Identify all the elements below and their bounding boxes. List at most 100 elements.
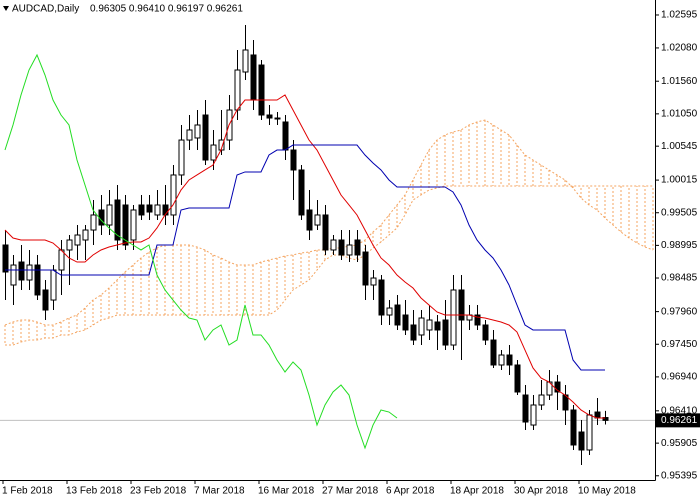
candle-body <box>522 394 529 423</box>
indicator-line <box>4 94 605 419</box>
candle-body <box>330 239 337 251</box>
candle-body <box>290 149 297 171</box>
candle-body <box>426 319 433 331</box>
y-tick-label: 1.02595 <box>661 10 698 21</box>
y-tick-label: 0.99505 <box>661 207 698 218</box>
x-tick-label: 13 Feb 2018 <box>66 486 123 497</box>
candle-body <box>242 49 249 73</box>
candle-body <box>18 261 25 281</box>
candle-body <box>42 289 49 311</box>
candle-body <box>434 321 441 331</box>
y-tick-label: 0.95905 <box>661 438 698 449</box>
candle-body <box>586 414 593 451</box>
candle-body <box>50 269 57 301</box>
candle-body <box>506 354 513 366</box>
candle-body <box>146 204 153 213</box>
candle-body <box>250 54 257 101</box>
x-tick-label: 30 Apr 2018 <box>514 486 568 497</box>
last-price-label: 0.96261 <box>661 415 698 426</box>
last-price-box <box>656 413 700 428</box>
x-tick-label: 10 May 2018 <box>578 486 636 497</box>
candle-body <box>82 229 89 241</box>
candle-body <box>322 214 329 251</box>
candle-body <box>458 289 465 321</box>
indicator-line <box>4 53 398 450</box>
candle-body <box>130 209 137 241</box>
candle-body <box>274 117 281 120</box>
candle-body <box>498 354 505 366</box>
candle-body <box>114 199 121 241</box>
candle-body <box>490 339 497 366</box>
candle-body <box>362 251 369 286</box>
y-tick-label: 1.00545 <box>661 141 698 152</box>
x-tick-label: 23 Feb 2018 <box>130 486 187 497</box>
candle-body <box>442 319 449 346</box>
candle-body <box>370 277 377 286</box>
candle-body <box>314 214 321 226</box>
candle-body <box>138 204 145 216</box>
candle-body <box>482 324 489 341</box>
candle-body <box>34 264 41 296</box>
y-tick-label: 1.00015 <box>661 175 698 186</box>
y-tick-label: 0.96940 <box>661 372 698 383</box>
cloud-span-b <box>5 185 653 346</box>
candle-body <box>578 431 585 451</box>
candle-body <box>474 314 481 326</box>
x-tick-label: 27 Mar 2018 <box>322 486 379 497</box>
candle-body <box>162 204 169 216</box>
candle-body <box>58 249 65 271</box>
candle-body <box>338 239 345 256</box>
y-tick-label: 1.01050 <box>661 108 698 119</box>
candle-body <box>178 139 185 176</box>
candle-body <box>570 409 577 446</box>
y-tick-label: 0.96410 <box>661 405 698 416</box>
ohlc-readout: 0.96305 0.96410 0.96197 0.96261 <box>90 4 243 15</box>
candle-body <box>74 234 81 246</box>
candle-body <box>450 289 457 346</box>
candle-body <box>66 239 73 251</box>
candle-body <box>418 317 425 336</box>
candle-body <box>90 214 97 231</box>
candle-body <box>210 144 217 161</box>
y-tick-label: 1.02080 <box>661 43 698 54</box>
candle-body <box>266 114 273 119</box>
indicator-layer <box>4 53 605 450</box>
candle-body <box>234 69 241 111</box>
candle-body <box>410 324 417 341</box>
candle-body <box>298 169 305 216</box>
axis-layer: 1.02595 1.02080 1.01560 1.01050 1.00545 1.000… <box>2 10 700 497</box>
candle-body <box>354 239 361 256</box>
x-tick-label: 16 Mar 2018 <box>258 486 315 497</box>
x-tick-label: 6 Apr 2018 <box>386 486 435 497</box>
candle-body <box>386 307 393 316</box>
candle-body <box>346 244 353 256</box>
x-tick-label: 1 Feb 2018 <box>2 486 53 497</box>
candle-body <box>402 314 409 331</box>
candle-body <box>170 174 177 216</box>
candle-body <box>26 264 33 281</box>
candle-body <box>514 364 521 393</box>
candle-body <box>378 279 385 316</box>
y-tick-label: 0.95395 <box>661 470 698 481</box>
indicator-line <box>5 144 605 371</box>
candle-body <box>554 381 561 393</box>
candle-body <box>602 417 609 421</box>
candle-body <box>194 124 201 139</box>
candle-body <box>106 204 113 226</box>
y-tick-label: 1.01560 <box>661 76 698 87</box>
x-tick-label: 18 Apr 2018 <box>450 486 504 497</box>
candle-body <box>538 394 545 406</box>
candle-body <box>2 244 9 273</box>
candle-body <box>10 264 17 286</box>
y-tick-label: 0.98995 <box>661 240 698 251</box>
candle-body <box>258 64 265 116</box>
candle-body <box>530 404 537 426</box>
candle-body <box>394 304 401 326</box>
y-tick-label: 0.98485 <box>661 273 698 284</box>
candle-body <box>186 129 193 141</box>
y-tick-label: 0.97960 <box>661 306 698 317</box>
candle-body <box>282 121 289 151</box>
candle-body <box>154 204 161 216</box>
candle-body <box>306 209 313 231</box>
